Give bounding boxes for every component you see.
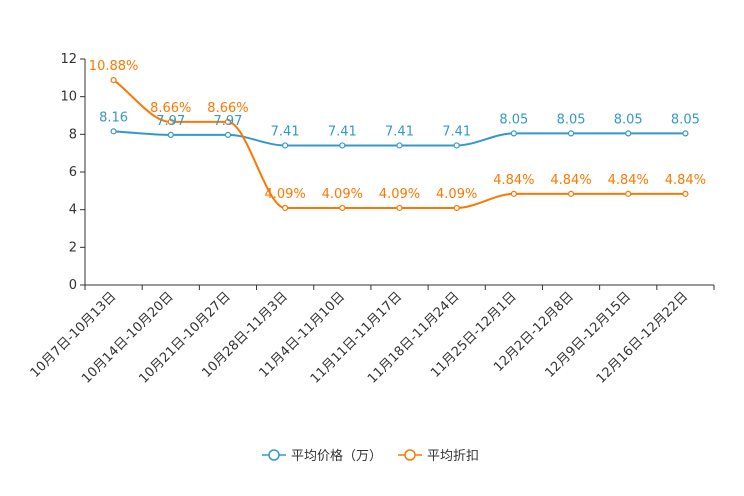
data-label: 7.41 — [271, 124, 300, 139]
data-point — [167, 131, 174, 138]
data-label: 8.66% — [150, 101, 191, 116]
data-point — [110, 76, 117, 84]
data-label: 8.05 — [557, 112, 586, 127]
data-point — [282, 204, 289, 212]
data-point — [510, 190, 517, 197]
data-point — [682, 190, 689, 197]
legend-label: 平均价格（万） — [291, 448, 382, 464]
data-point — [625, 190, 632, 197]
legend-marker-icon — [268, 449, 280, 461]
data-point — [396, 142, 403, 149]
data-label: 4.84% — [608, 173, 649, 188]
data-label: 8.16 — [99, 110, 128, 125]
data-labels: 8.16 7.97 7.97 7.41 7.41 7.41 7.41 8.05 8.05 8.05… — [89, 59, 706, 202]
series-line-2 — [113, 79, 686, 209]
data-label: 7.41 — [328, 124, 357, 139]
data-point — [625, 130, 632, 137]
data-point — [567, 190, 575, 197]
data-label: 4.84% — [493, 173, 534, 188]
data-label: 8.05 — [671, 112, 700, 127]
data-label: 10.88% — [89, 59, 139, 74]
data-label: 7.41 — [385, 124, 414, 139]
data-label: 8.66% — [207, 101, 248, 116]
y-tick-label: 0 — [69, 278, 77, 293]
data-label: 4.84% — [665, 173, 706, 188]
y-tick-label: 10 — [60, 90, 77, 105]
data-point — [167, 118, 174, 126]
data-point — [453, 204, 460, 212]
y-tick-label: 12 — [60, 52, 77, 67]
data-label: 4.09% — [436, 187, 477, 202]
y-tick-label: 8 — [69, 127, 77, 142]
legend-item-2[interactable]: 平均折扣 — [398, 449, 479, 464]
legend-marker-icon — [404, 449, 416, 461]
y-tick-label: 2 — [69, 240, 77, 255]
data-label: 7.97 — [213, 114, 242, 129]
y-tick-label: 4 — [69, 203, 77, 218]
data-point — [510, 130, 517, 137]
data-point — [282, 142, 289, 149]
data-point — [567, 130, 575, 137]
data-label: 8.05 — [499, 112, 528, 127]
data-label: 8.05 — [614, 112, 643, 127]
data-point — [339, 142, 346, 149]
data-label: 7.97 — [156, 114, 185, 129]
axes: 02468101210月7日-10月13日10月14日-10月20日10月21日… — [28, 52, 715, 387]
data-label: 4.09% — [379, 187, 420, 202]
y-tick-label: 6 — [69, 165, 77, 180]
data-label: 4.84% — [550, 173, 591, 188]
data-point — [110, 128, 117, 135]
data-label: 4.09% — [264, 187, 305, 202]
data-point — [224, 131, 232, 138]
legend-label: 平均折扣 — [427, 449, 479, 464]
legend[interactable]: 平均价格（万） 平均折扣 — [262, 448, 479, 464]
data-point — [224, 118, 232, 126]
legend-item-1[interactable]: 平均价格（万） — [262, 448, 382, 464]
series-lines — [110, 76, 689, 212]
data-point — [396, 204, 403, 212]
data-label: 7.41 — [442, 124, 471, 139]
data-point — [339, 204, 346, 212]
data-label: 4.09% — [322, 187, 363, 202]
data-point — [682, 130, 689, 137]
data-point — [453, 142, 460, 149]
